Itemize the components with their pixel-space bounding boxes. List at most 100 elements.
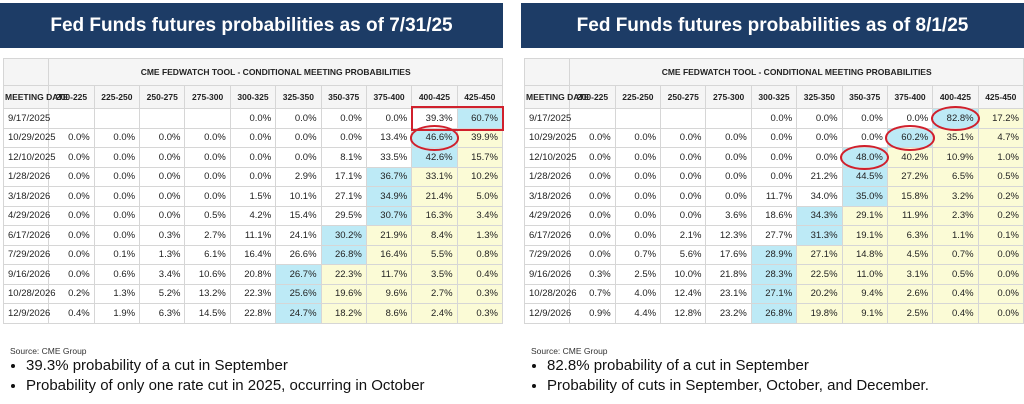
probability-cell: 0.4% [932,303,979,324]
probability-cell: 33.1% [411,166,458,187]
probability-cell: 0.0% [184,166,231,187]
probability-cell: 27.7% [750,225,798,246]
probability-cell: 1.1% [932,225,979,246]
probability-cell: 0.4% [48,303,95,324]
probability-cell: 1.3% [139,244,186,265]
probability-cell: 0.0% [365,108,413,129]
empty-cell [705,108,752,129]
probability-cell: 0.0% [614,147,662,168]
probability-cell: 2.7% [411,283,458,304]
probability-cell: 0.0% [184,186,231,207]
probability-cell: 0.0% [93,205,141,226]
table-row: 4/29/2026 0.0% 0.0% 0.0% 0.5% 4.2% 15.4% 29.5% 3… [2,205,504,226]
column-header: 400-425 [932,85,979,109]
probability-cell: 20.2% [796,283,843,304]
probability-cell: 0.2% [977,205,1024,226]
probability-cell: 0.0% [320,108,367,129]
empty-cell [660,108,707,129]
probability-cell: 27.1% [750,283,798,304]
column-header: 200-225 [48,85,95,109]
probability-cell: 12.3% [705,225,752,246]
probability-cell: 15.8% [886,186,934,207]
probability-cell: 0.7% [932,244,979,265]
probability-cell: 82.8% [932,108,979,129]
panel-title: Fed Funds futures probabilities as of 8/… [521,3,1024,48]
probability-cell: 0.0% [229,147,277,168]
table-row: 1/28/2026 0.0% 0.0% 0.0% 0.0% 0.0% 21.2% 44.5% 2… [523,166,1024,187]
probability-cell: 16.3% [411,205,458,226]
probability-cell: 0.7% [614,244,662,265]
probability-cell: 14.8% [841,244,888,265]
probability-cell: 0.0% [48,166,95,187]
probability-cell: 27.1% [320,186,367,207]
probability-cell: 0.0% [614,166,662,187]
probability-cell: 27.1% [796,244,843,265]
probability-cell: 8.1% [320,147,367,168]
column-header: MEETING DATE [2,85,69,109]
probability-cell: 0.0% [48,244,95,265]
empty-cell [184,108,231,129]
probability-cell: 35.1% [932,127,979,148]
meeting-date: 3/18/2026 [2,186,50,207]
probability-cell: 0.0% [977,244,1024,265]
probability-cell: 0.0% [139,186,186,207]
probability-cell: 48.0% [841,147,888,168]
probability-cell: 0.0% [705,127,752,148]
probability-cell: 0.4% [456,264,504,285]
probability-cell: 18.6% [750,205,798,226]
probability-cell: 0.0% [841,127,888,148]
meeting-date: 7/29/2026 [2,244,50,265]
probability-cell: 2.5% [886,303,934,324]
column-header: 425-450 [456,85,504,109]
probability-cell: 2.7% [184,225,231,246]
probability-cell: 0.0% [569,225,616,246]
probability-cell: 4.5% [886,244,934,265]
probability-cell: 17.1% [320,166,367,187]
probability-cell: 0.9% [569,303,616,324]
probability-cell: 5.6% [660,244,707,265]
table-row: 3/18/2026 0.0% 0.0% 0.0% 0.0% 1.5% 10.1% 27.1% 3… [2,186,504,207]
probability-cell: 0.2% [48,283,95,304]
probability-cell: 8.6% [365,303,413,324]
probability-cell: 10.9% [932,147,979,168]
probability-cell: 9.4% [841,283,888,304]
column-header: MEETING DATE [523,85,590,109]
probability-cell: 0.0% [750,127,798,148]
probability-cell: 0.0% [569,244,616,265]
probability-cell: 23.1% [705,283,752,304]
probability-cell: 19.1% [841,225,888,246]
column-header: 400-425 [411,85,458,109]
probability-cell: 3.4% [456,205,504,226]
corner-cell [523,58,571,86]
probability-cell: 0.0% [977,283,1024,304]
bullet: Probability of cuts in September, Octobe… [547,376,929,396]
probability-cell: 0.0% [660,147,707,168]
probability-cell: 1.9% [93,303,141,324]
meeting-date: 1/28/2026 [2,166,50,187]
column-header: 375-400 [365,85,413,109]
probability-cell: 0.1% [93,244,141,265]
probability-cell: 4.2% [229,205,277,226]
probability-cell: 20.8% [229,264,277,285]
probability-cell: 1.3% [93,283,141,304]
table-row: 6/17/2026 0.0% 0.0% 2.1% 12.3% 27.7% 31.3% 19.1… [523,225,1024,246]
probability-cell: 0.0% [796,127,843,148]
probability-cell: 22.5% [796,264,843,285]
empty-cell [614,108,662,129]
probability-cell: 10.1% [275,186,322,207]
probability-cell: 10.2% [456,166,504,187]
meeting-date: 10/28/2026 [2,283,56,304]
probability-cell: 18.2% [320,303,367,324]
table-row: 7/29/2026 0.0% 0.7% 5.6% 17.6% 28.9% 27.1% 14.8… [523,244,1024,265]
probability-cell: 4.7% [977,127,1024,148]
source: Source: CME Group [10,346,87,356]
probability-cell: 0.2% [977,186,1024,207]
probability-cell: 13.4% [365,127,413,148]
column-header: 200-225 [569,85,616,109]
column-header: 300-325 [750,85,798,109]
probability-cell: 29.1% [841,205,888,226]
column-header: 250-275 [660,85,707,109]
probability-cell: 10.0% [660,264,707,285]
bullet-list: 39.3% probability of a cut in September … [0,356,425,396]
probability-cell: 0.0% [48,127,95,148]
